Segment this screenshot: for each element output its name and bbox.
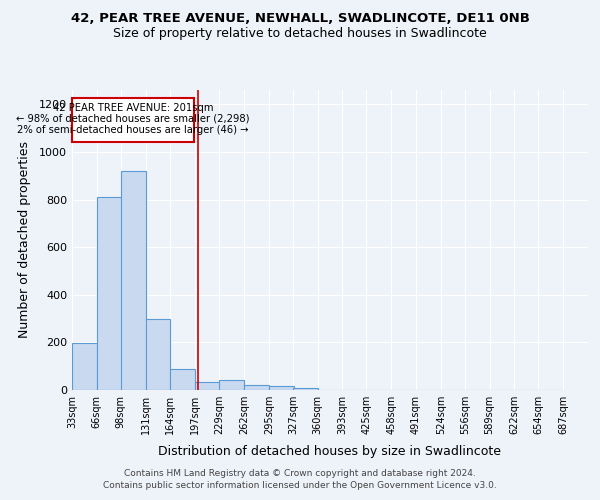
Text: Contains HM Land Registry data © Crown copyright and database right 2024.: Contains HM Land Registry data © Crown c… [124, 468, 476, 477]
Bar [219, 380, 244, 390]
Text: 42, PEAR TREE AVENUE, NEWHALL, SWADLINCOTE, DE11 0NB: 42, PEAR TREE AVENUE, NEWHALL, SWADLINCO… [71, 12, 529, 26]
Text: Contains public sector information licensed under the Open Government Licence v3: Contains public sector information licen… [103, 481, 497, 490]
Text: 42 PEAR TREE AVENUE: 201sqm: 42 PEAR TREE AVENUE: 201sqm [53, 103, 214, 113]
Text: 2% of semi-detached houses are larger (46) →: 2% of semi-detached houses are larger (4… [17, 124, 249, 134]
Text: ← 98% of detached houses are smaller (2,298): ← 98% of detached houses are smaller (2,… [16, 114, 250, 124]
FancyBboxPatch shape [72, 98, 194, 142]
Bar [170, 368, 195, 390]
Bar [146, 320, 170, 390]
Y-axis label: Number of detached properties: Number of detached properties [17, 142, 31, 338]
Bar [195, 382, 220, 390]
Text: Size of property relative to detached houses in Swadlincote: Size of property relative to detached ho… [113, 28, 487, 40]
Bar [121, 171, 146, 390]
X-axis label: Distribution of detached houses by size in Swadlincote: Distribution of detached houses by size … [158, 446, 502, 458]
Bar [269, 386, 293, 390]
Bar [293, 388, 317, 390]
Bar [72, 343, 97, 390]
Bar [244, 386, 269, 390]
Bar [97, 197, 122, 390]
